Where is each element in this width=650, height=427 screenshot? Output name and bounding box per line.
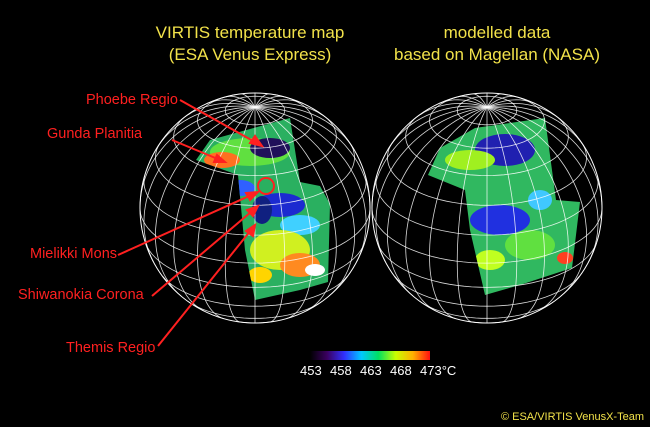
colorbar-tick-473: 473°C bbox=[420, 363, 457, 378]
right-model-swath bbox=[428, 118, 580, 295]
label-mielikki-mons: Mielikki Mons bbox=[30, 246, 118, 262]
meridian-line bbox=[473, 93, 488, 108]
meridian-line bbox=[405, 106, 488, 312]
meridian-line bbox=[254, 106, 356, 297]
meridian-line bbox=[439, 99, 488, 108]
themis-regio-arrow bbox=[157, 224, 256, 347]
meridian-line bbox=[254, 96, 284, 108]
meridian-line bbox=[254, 102, 326, 118]
right-title-line-1: modelled data bbox=[443, 23, 551, 42]
meridian-line bbox=[416, 102, 488, 118]
feature-pointer-arrows bbox=[117, 99, 265, 347]
colorbar-tick-458: 458 bbox=[330, 363, 352, 378]
label-themis-regio: Themis Regio bbox=[66, 340, 156, 356]
meridian-line bbox=[486, 99, 535, 108]
meridian-line bbox=[486, 106, 545, 319]
left-title-line-1: VIRTIS temperature map bbox=[155, 23, 345, 42]
meridian-line bbox=[254, 105, 355, 150]
shiwanokia-corona-arrow bbox=[151, 205, 259, 297]
meridian-line bbox=[254, 106, 286, 323]
left-temperature-swath bbox=[196, 118, 330, 300]
meridian-line bbox=[486, 106, 588, 297]
meridian-line bbox=[254, 93, 269, 108]
left-title-line-2: (ESA Venus Express) bbox=[168, 45, 332, 64]
meridian-line bbox=[375, 106, 488, 263]
meridian-line bbox=[486, 106, 603, 209]
meridian-line bbox=[429, 106, 488, 319]
label-phoebe-regio: Phoebe Regio bbox=[86, 92, 178, 108]
meridian-line bbox=[486, 106, 518, 323]
mielikki-mons-marker bbox=[257, 177, 275, 195]
meridian-line bbox=[197, 106, 256, 319]
copyright-credit: © ESA/VIRTIS VenusX-Team bbox=[500, 411, 644, 423]
meridian-line bbox=[486, 93, 501, 108]
meridian-line bbox=[387, 105, 488, 150]
mielikki-mons-arrow bbox=[117, 191, 259, 256]
colorbar-unit: °C bbox=[441, 363, 457, 378]
meridian-line bbox=[386, 106, 488, 297]
colorbar-tick-453: 453 bbox=[300, 363, 322, 378]
meridian-line bbox=[371, 106, 488, 209]
themis-regio-arrowhead bbox=[244, 222, 257, 238]
meridian-line bbox=[486, 106, 599, 263]
meridian-line bbox=[207, 99, 256, 108]
meridian-line bbox=[154, 106, 256, 297]
phoebe-regio-arrow bbox=[179, 99, 263, 147]
colorbar-tick-468: 468 bbox=[390, 363, 412, 378]
meridian-line bbox=[458, 96, 488, 108]
right-globe-grid bbox=[371, 92, 603, 324]
label-shiwanokia-corona: Shiwanokia Corona bbox=[18, 287, 144, 303]
meridian-line bbox=[226, 96, 256, 108]
colorbar-gradient bbox=[310, 351, 430, 360]
meridian-line bbox=[486, 106, 569, 312]
meridian-line bbox=[139, 106, 256, 209]
meridian-line bbox=[143, 106, 256, 263]
label-gunda-planitia: Gunda Planitia bbox=[47, 126, 143, 142]
meridian-line bbox=[173, 106, 256, 312]
meridian-line bbox=[254, 106, 367, 263]
phoebe-regio-arrowhead bbox=[248, 134, 265, 148]
meridian-line bbox=[254, 106, 371, 209]
meridian-line bbox=[486, 96, 516, 108]
mielikki-mons-arrowhead bbox=[244, 190, 261, 202]
meridian-line bbox=[254, 106, 313, 319]
colorbar-tick-463: 463 bbox=[360, 363, 382, 378]
shiwanokia-corona-arrowhead bbox=[245, 204, 261, 218]
right-map-title: modelled data based on Magellan (NASA) bbox=[372, 22, 622, 66]
meridian-line bbox=[155, 105, 256, 150]
left-map-title: VIRTIS temperature map (ESA Venus Expres… bbox=[125, 22, 375, 66]
gunda-planitia-arrowhead bbox=[212, 153, 228, 163]
colorbar bbox=[310, 351, 430, 360]
right-title-line-2: based on Magellan (NASA) bbox=[393, 45, 600, 64]
meridian-line bbox=[184, 102, 256, 118]
meridian-line bbox=[486, 102, 558, 118]
meridian-line bbox=[254, 99, 303, 108]
meridian-line bbox=[486, 105, 587, 150]
meridian-line bbox=[254, 106, 337, 312]
meridian-line bbox=[456, 106, 488, 323]
meridian-line bbox=[241, 93, 256, 108]
